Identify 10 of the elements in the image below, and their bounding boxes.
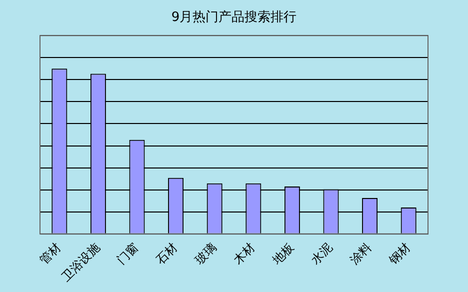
x-tick-label: 钢材 bbox=[385, 240, 413, 268]
x-tick-label: 水泥 bbox=[308, 240, 336, 268]
x-tick-label: 石材 bbox=[153, 240, 180, 268]
x-tick-label: 地板 bbox=[268, 240, 297, 268]
x-tick-label: 门窗 bbox=[114, 240, 142, 268]
chart-title: 9月热门产品搜索排行 bbox=[171, 9, 297, 26]
x-tick-label: 玻璃 bbox=[192, 240, 219, 268]
x-tick-label: 管材 bbox=[36, 240, 64, 268]
x-tick-label: 木材 bbox=[230, 240, 258, 268]
x-tick-label: 涂料 bbox=[347, 240, 374, 268]
